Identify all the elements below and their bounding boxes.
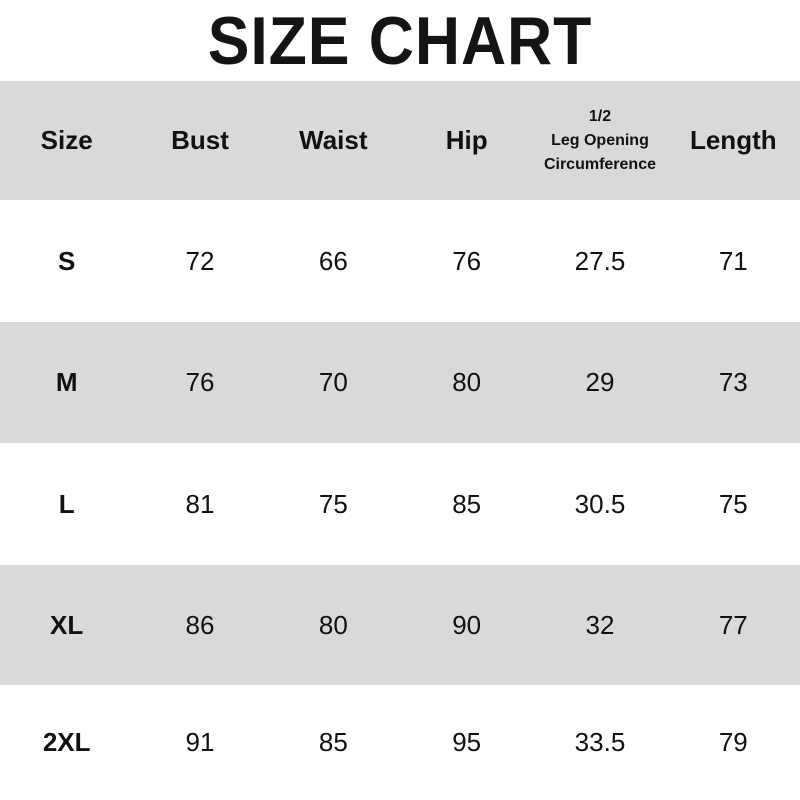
cell-waist: 85 <box>318 727 348 757</box>
cell-length: 71 <box>718 245 748 276</box>
cell-bust: 91 <box>185 727 215 757</box>
cell-waist: 66 <box>318 245 348 276</box>
cell-hip: 95 <box>452 727 482 757</box>
cell-waist: 75 <box>318 488 348 519</box>
table-row: 2XL 91 85 95 33.5 79 <box>0 685 800 800</box>
chart-title: SIZE CHART <box>0 0 800 81</box>
table-row: M 76 70 80 29 73 <box>0 322 800 443</box>
cell-length: 75 <box>718 488 748 519</box>
cell-size: XL <box>50 609 84 640</box>
header-length: Length <box>689 125 777 155</box>
cell-leg-opening: 33.5 <box>574 727 626 757</box>
title-text: SIZE CHART <box>207 2 593 79</box>
cell-size: S <box>57 245 76 276</box>
cell-size: L <box>58 488 75 519</box>
header-hip: Hip <box>445 125 488 155</box>
header-leg-line3: Circumference <box>543 155 656 173</box>
cell-bust: 81 <box>185 488 215 519</box>
table-row: XL 86 80 90 32 77 <box>0 565 800 685</box>
cell-bust: 76 <box>185 367 215 397</box>
cell-hip: 85 <box>452 488 482 519</box>
cell-hip: 90 <box>452 609 482 640</box>
cell-leg-opening: 27.5 <box>574 245 626 276</box>
header-leg-line1: 1/2 <box>588 107 612 125</box>
cell-size: 2XL <box>42 727 91 757</box>
header-bust: Bust <box>171 125 229 155</box>
cell-leg-opening: 32 <box>585 609 615 640</box>
cell-waist: 70 <box>318 367 348 397</box>
header-waist: Waist <box>299 125 368 155</box>
table-row: L 81 75 85 30.5 75 <box>0 443 800 565</box>
cell-length: 73 <box>718 367 748 397</box>
cell-leg-opening: 30.5 <box>574 488 626 519</box>
cell-bust: 72 <box>185 245 215 276</box>
cell-bust: 86 <box>185 609 215 640</box>
cell-hip: 76 <box>452 245 482 276</box>
cell-size: M <box>55 367 78 397</box>
cell-waist: 80 <box>318 609 348 640</box>
cell-leg-opening: 29 <box>585 367 615 397</box>
header-leg-opening: 1/2 Leg Opening Circumference <box>533 81 666 200</box>
cell-length: 77 <box>718 609 748 640</box>
header-leg-line2: Leg Opening <box>551 131 649 149</box>
header-size: Size <box>40 125 93 155</box>
cell-hip: 80 <box>452 367 482 397</box>
cell-length: 79 <box>718 727 748 757</box>
header-row: Size Bust Waist Hip 1/2 Leg Opening Circ… <box>0 81 800 200</box>
table-row: S 72 66 76 27.5 71 <box>0 200 800 322</box>
